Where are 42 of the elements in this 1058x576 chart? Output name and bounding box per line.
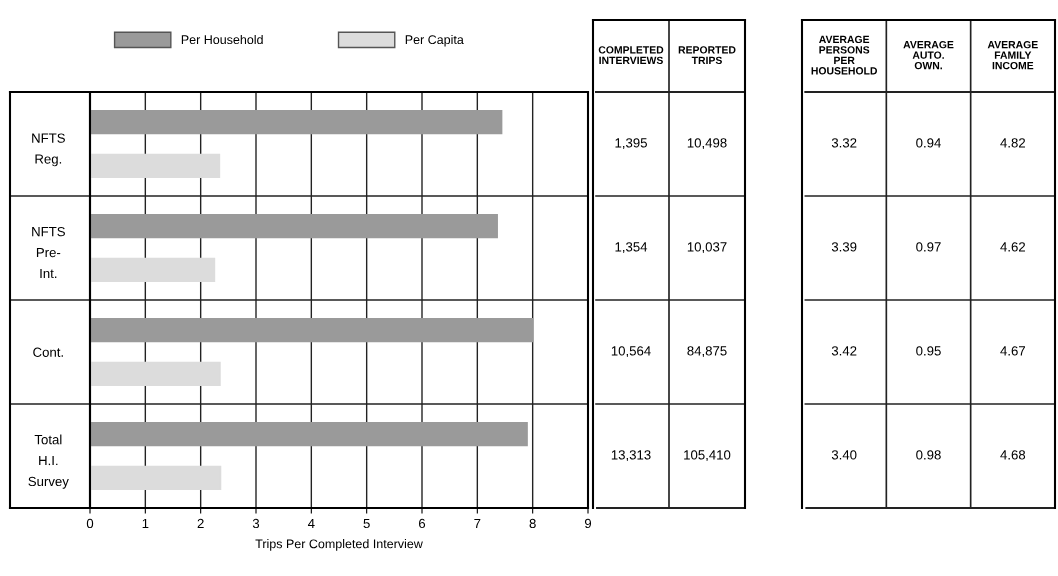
text: 1,395 [615,138,647,150]
text: 3.42 [831,346,857,356]
x-tick-label: 4 [307,518,315,528]
text: 10,564 [611,346,651,358]
x-tick-label: 9 [584,518,592,529]
legend-label: Per Household [181,34,263,45]
x-tick-label: 5 [363,518,370,529]
text: 0.98 [916,450,941,460]
text: 0.97 [916,242,941,252]
category-label: AVERAGE PERSONS PER HOUSEHOLD [811,35,878,75]
x-tick-label: 7 [474,518,481,528]
text: 13,313 [611,450,651,462]
y-tick-label: NFTS Pre- Int. [32,226,65,279]
x-tick-label: 8 [529,518,536,529]
y-tick-label: NFTS Reg. [32,133,65,167]
text: 3.40 [831,450,857,460]
x-tick-label: 1 [142,518,149,528]
text: 84,875 [687,346,727,358]
text: 0.94 [916,138,941,148]
category-label: REPORTED TRIPS [678,46,736,65]
text: 3.39 [831,242,857,252]
text: 4.67 [1000,346,1026,356]
legend-label: Per Capita [405,34,464,47]
text: 3.32 [831,138,857,148]
text: 4.68 [1000,450,1026,460]
x-tick-label: 6 [419,518,426,529]
text: 4.62 [1000,242,1026,252]
text: 105,410 [684,450,731,462]
x-tick-label: 0 [86,518,94,529]
category-label: AVERAGE AUTO. OWN. [903,40,954,70]
text: 10,037 [687,242,727,254]
x-tick-label: 3 [252,518,260,529]
text: 4.82 [1000,138,1026,148]
x-axis-title: Trips Per Completed Interview [255,539,423,551]
x-tick-label: 2 [197,518,204,528]
category-label: COMPLETED INTERVIEWS [598,46,664,65]
text: 1,354 [615,242,648,254]
y-tick-label: Total H.I. Survey [28,434,69,489]
y-tick-label: Cont. [33,347,63,357]
text: 0.95 [916,346,941,356]
category-label: AVERAGE FAMILY INCOME [987,40,1038,70]
text: 10,498 [687,138,727,150]
